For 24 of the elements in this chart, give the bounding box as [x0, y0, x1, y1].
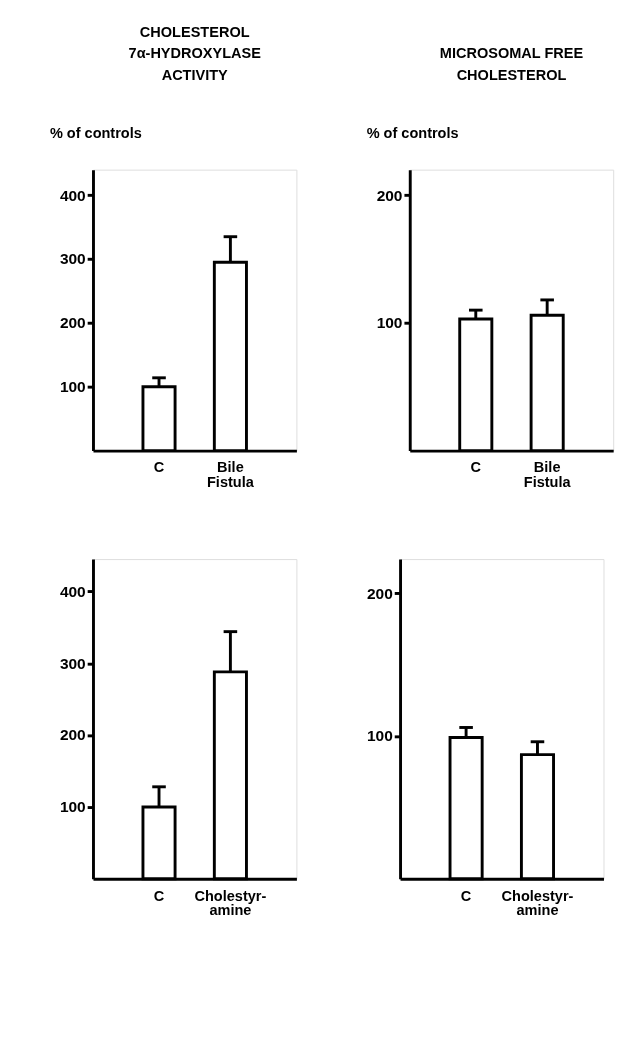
y-tick-label: 200: [376, 186, 403, 204]
x-tick-label: C: [153, 887, 165, 904]
y-axis-title: % of controls: [49, 125, 142, 142]
y-tick-label: 100: [59, 378, 86, 396]
y-tick-label: 100: [366, 727, 393, 745]
y-tick-label: 200: [59, 314, 86, 332]
chart-title: CHOLESTEROL 7α-HYDROXYLASE ACTIVITY: [128, 23, 262, 83]
y-tick-label: 400: [59, 582, 86, 600]
chart-title: MICROSOMAL FREE CHOLESTEROL: [439, 45, 584, 83]
y-axis-title: % of controls: [366, 125, 459, 142]
x-tick-label: Cholestyr- amine: [501, 887, 574, 919]
y-tick-label: 300: [59, 654, 86, 672]
y-tick-label: 200: [366, 584, 393, 602]
y-tick-label: 100: [59, 798, 86, 816]
y-tick-label: 400: [59, 186, 86, 204]
y-tick-label: 200: [59, 726, 86, 744]
x-tick-label: Cholestyr- amine: [194, 887, 267, 919]
x-tick-label: C: [470, 459, 482, 476]
x-tick-label: Bile Fistula: [523, 459, 572, 490]
x-tick-label: Bile Fistula: [207, 459, 255, 490]
x-tick-label: C: [153, 459, 165, 476]
y-tick-label: 100: [376, 314, 403, 332]
x-tick-label: C: [460, 887, 472, 904]
y-tick-label: 300: [59, 250, 86, 268]
